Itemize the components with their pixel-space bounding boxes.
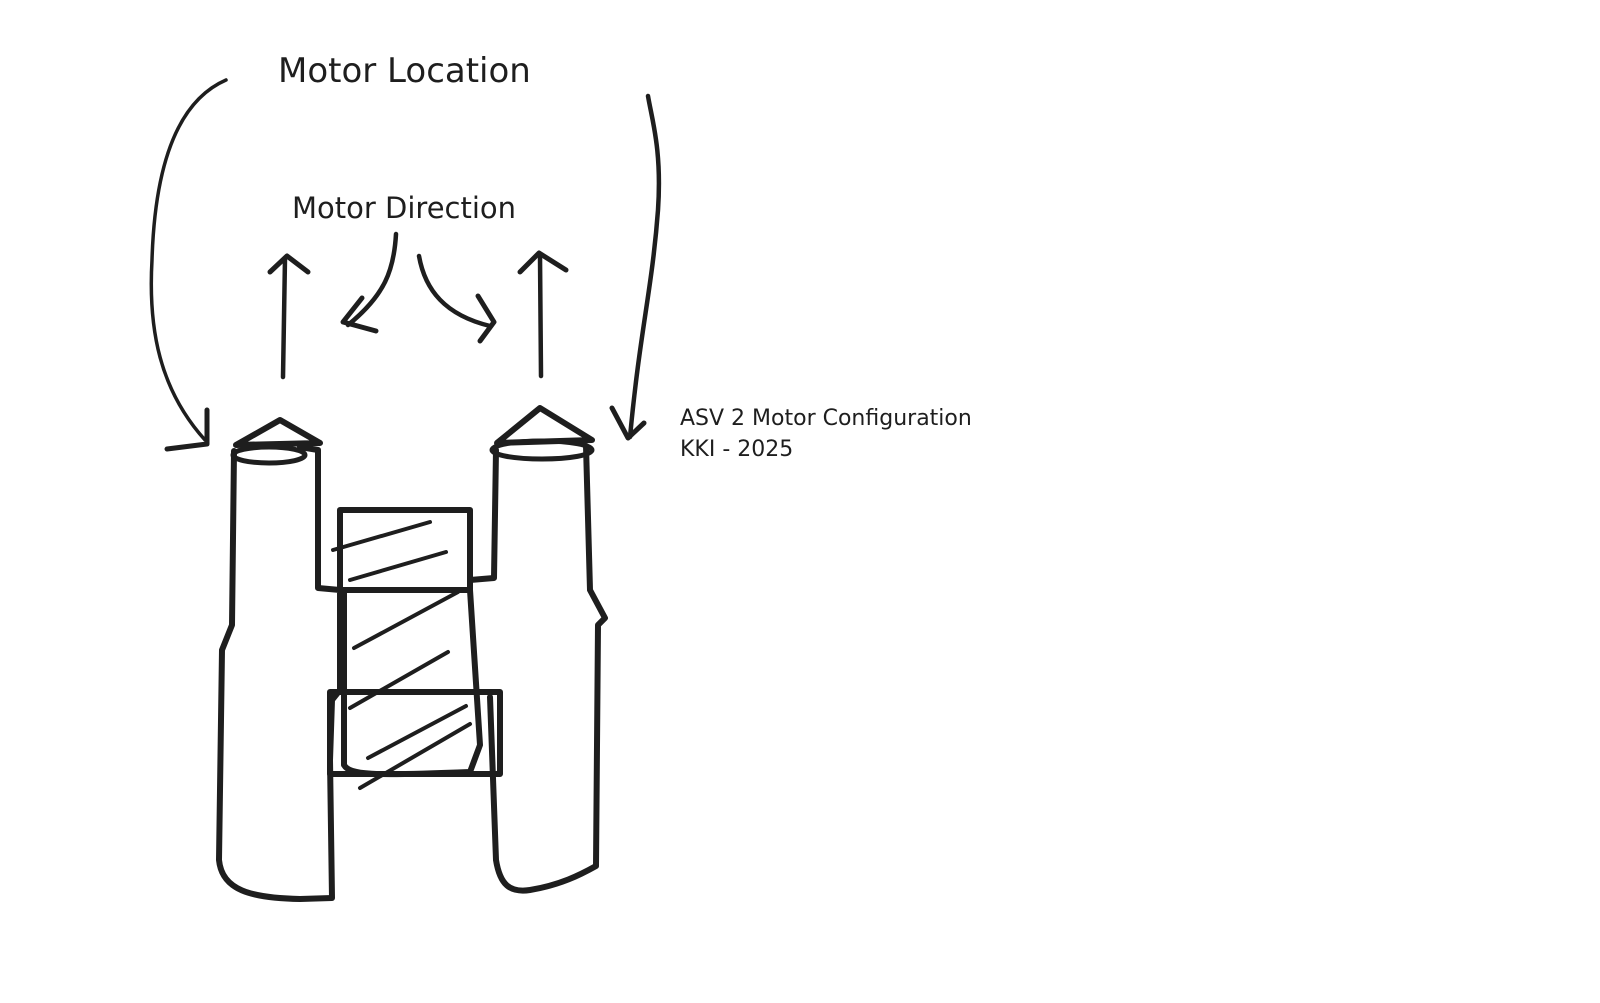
motor-direction-label: Motor Direction [292,191,516,225]
right-motor-cone-icon [494,405,595,446]
right-direction-arrow-icon [517,250,569,379]
left-hull [216,444,343,902]
motor-location-label: Motor Location [278,51,531,91]
left-direction-arrow-icon [267,253,311,380]
left-motor-cone-icon [233,417,323,448]
right-hull [467,438,608,894]
curved-direction-arrow-left-icon [340,231,399,334]
left-location-arrow-icon [149,78,228,452]
right-location-arrow-icon [609,93,662,441]
config-title-label: ASV 2 Motor Configuration [680,406,972,431]
config-subtitle-label: KKI - 2025 [680,437,793,462]
curved-direction-arrow-right-icon [416,253,497,344]
center-platform [327,507,503,790]
